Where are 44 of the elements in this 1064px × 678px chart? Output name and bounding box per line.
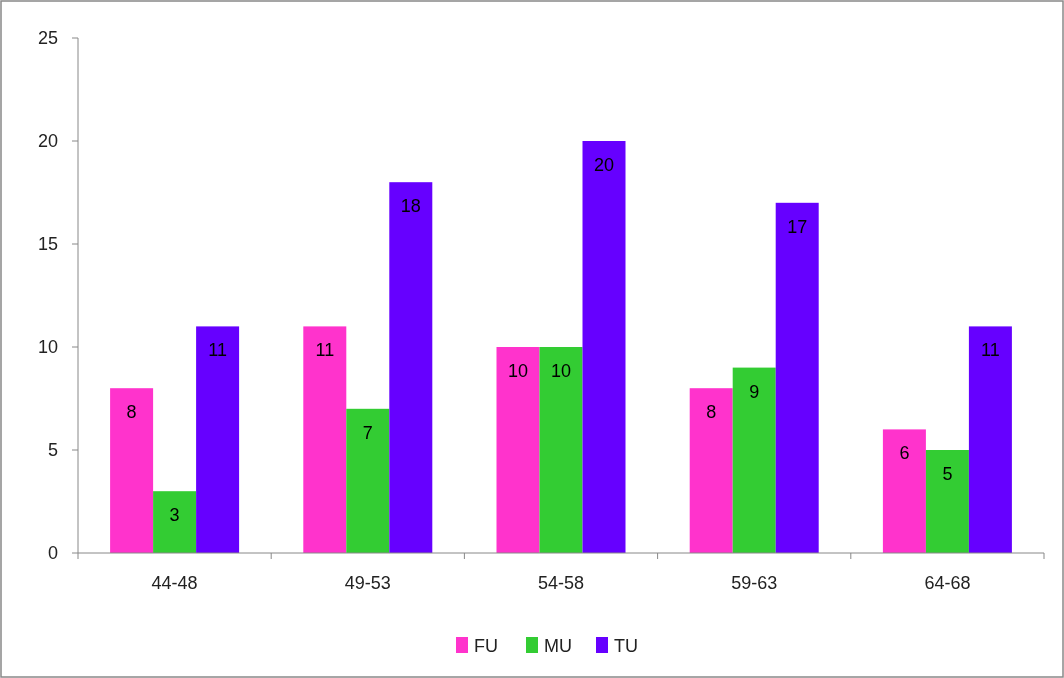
legend-label: TU — [614, 636, 638, 656]
bar — [539, 347, 583, 553]
bar — [153, 491, 197, 553]
bar — [110, 388, 154, 553]
y-tick-label: 25 — [37, 28, 58, 48]
x-tick-label: 54-58 — [537, 573, 585, 593]
data-label: 11 — [981, 340, 1000, 361]
bar — [346, 408, 390, 553]
bar — [389, 182, 433, 553]
x-tick-label: 49-53 — [344, 573, 391, 593]
data-label: 11 — [208, 340, 227, 361]
data-label: 18 — [400, 196, 421, 217]
y-tick-label: 10 — [37, 337, 58, 357]
bar — [689, 388, 733, 553]
bar — [775, 202, 819, 553]
data-label: 8 — [126, 402, 137, 423]
legend-label: FU — [474, 636, 498, 656]
x-tick-label: 64-68 — [924, 573, 971, 593]
bar — [303, 326, 347, 553]
data-label: 17 — [787, 216, 808, 237]
bar — [582, 141, 626, 553]
data-label: 10 — [550, 361, 572, 381]
data-label: 7 — [362, 422, 373, 443]
y-tick-label: 5 — [47, 440, 58, 460]
x-tick-label: 44-48 — [151, 573, 198, 593]
data-label: 3 — [169, 505, 180, 526]
bar — [196, 326, 240, 553]
bar — [925, 450, 969, 553]
data-label: 5 — [942, 464, 953, 484]
x-tick-label: 59-63 — [731, 573, 778, 593]
legend-label: MU — [544, 636, 572, 656]
data-label: 20 — [593, 155, 615, 175]
bar — [882, 429, 926, 553]
data-label: 11 — [315, 340, 335, 361]
bar — [968, 326, 1012, 553]
data-label: 6 — [899, 443, 910, 464]
y-tick-label: 0 — [47, 543, 58, 563]
data-label: 8 — [706, 402, 717, 423]
y-tick-label: 15 — [37, 234, 58, 254]
data-label: 9 — [749, 381, 760, 402]
data-label: 10 — [507, 361, 529, 381]
bar — [732, 367, 776, 553]
y-tick-label: 20 — [37, 131, 58, 151]
bar — [496, 347, 540, 553]
